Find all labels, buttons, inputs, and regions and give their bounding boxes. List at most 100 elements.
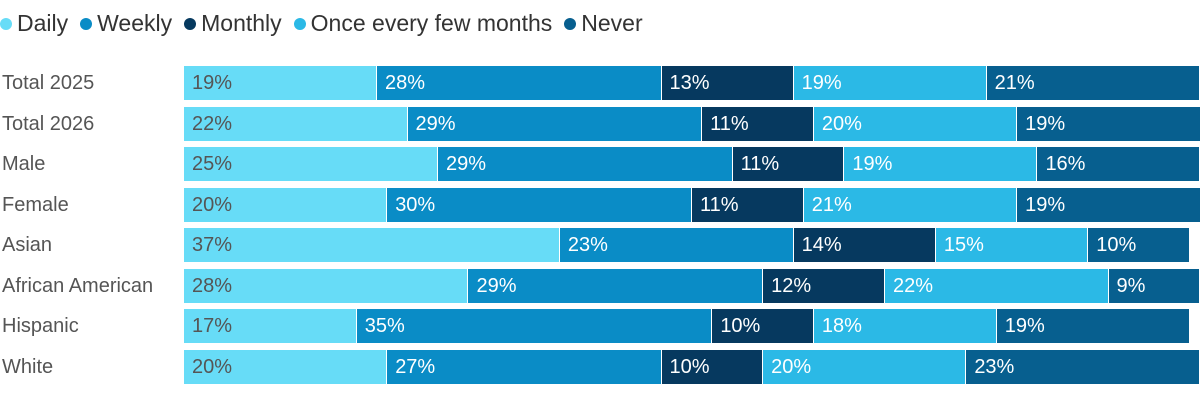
bar-segment-never: 23% (966, 350, 1200, 384)
data-label: 20% (192, 356, 233, 378)
bar-segment-daily: 22% (184, 107, 408, 141)
legend-label: Never (581, 10, 643, 36)
data-label: 22% (893, 275, 934, 297)
bar-segment-monthly: 13% (661, 66, 794, 100)
data-label: 29% (446, 153, 487, 175)
legend-swatch-icon (564, 17, 577, 30)
bar-segment-never: 21% (986, 66, 1200, 100)
bar-segment-weekly: 27% (387, 350, 662, 384)
data-label: 12% (771, 275, 812, 297)
data-label: 23% (974, 356, 1015, 378)
data-label: 23% (567, 234, 608, 256)
category-label: Female (2, 194, 69, 216)
bar-segment-weekly: 30% (387, 188, 692, 222)
legend-item-never: Never (564, 10, 643, 37)
bar-segment-never: 10% (1088, 228, 1190, 262)
data-label: 19% (1025, 194, 1066, 216)
data-label: 10% (1096, 234, 1137, 256)
bar-row-total-2026: 22% 29% 11% 20% 19% (184, 107, 1200, 141)
legend-label: Daily (17, 10, 69, 36)
data-label: 20% (192, 194, 233, 216)
bar-segment-never: 9% (1108, 269, 1200, 303)
data-label: 10% (720, 315, 761, 337)
bar-segment-daily: 19% (184, 66, 378, 100)
bar-segment-once-every-few-months: 19% (793, 66, 987, 100)
bar-segment-weekly: 28% (377, 66, 662, 100)
data-label: 19% (1004, 315, 1045, 337)
data-label: 28% (385, 72, 426, 94)
bar-row-female: 20% 30% 11% 21% 19% (184, 188, 1200, 222)
data-label: 10% (669, 356, 710, 378)
bar-segment-weekly: 29% (407, 107, 703, 141)
bar-segment-daily: 20% (184, 350, 388, 384)
data-label: 15% (943, 234, 984, 256)
data-label: 29% (476, 275, 517, 297)
data-label: 17% (192, 315, 233, 337)
data-label: 29% (415, 113, 456, 135)
legend-label: Weekly (97, 10, 173, 36)
data-label: 28% (192, 275, 233, 297)
data-label: 19% (801, 72, 842, 94)
bar-segment-once-every-few-months: 22% (885, 269, 1109, 303)
bar-segment-monthly: 10% (712, 309, 814, 343)
bar-segment-never: 19% (996, 309, 1190, 343)
data-label: 14% (801, 234, 842, 256)
bar-segment-daily: 17% (184, 309, 357, 343)
data-label: 30% (395, 194, 436, 216)
legend-item-weekly: Weekly (80, 10, 172, 37)
legend-item-daily: Daily (0, 10, 68, 37)
bar-segment-monthly: 14% (793, 228, 936, 262)
legend-swatch-icon (293, 17, 306, 30)
legend-swatch-icon (80, 17, 93, 30)
bar-segment-never: 16% (1037, 147, 1200, 181)
category-label: African American (2, 275, 154, 297)
bar-row-african-american: 28% 29% 12% 22% 9% (184, 269, 1200, 303)
data-label: 35% (364, 315, 405, 337)
category-label: White (2, 356, 54, 378)
data-label: 19% (192, 72, 233, 94)
bar-segment-weekly: 23% (559, 228, 794, 262)
category-label: Male (2, 153, 46, 175)
data-label: 21% (811, 194, 852, 216)
data-label: 11% (740, 153, 780, 175)
bar-segment-once-every-few-months: 20% (813, 107, 1018, 141)
bar-segment-once-every-few-months: 18% (813, 309, 997, 343)
bar-row-hispanic: 17% 35% 10% 18% 19% (184, 309, 1200, 343)
legend-label: Monthly (201, 10, 282, 36)
bar-segment-monthly: 12% (763, 269, 886, 303)
data-label: 13% (669, 72, 710, 94)
bar-segment-never: 19% (1017, 107, 1200, 141)
bar-segment-weekly: 29% (468, 269, 764, 303)
data-label: 19% (1025, 113, 1066, 135)
data-label: 11% (700, 194, 739, 216)
category-label: Total 2025 (2, 72, 95, 94)
data-label: 22% (192, 113, 233, 135)
data-label: 27% (395, 356, 436, 378)
bar-row-asian: 37% 23% 14% 15% 10% (184, 228, 1200, 262)
data-label: 25% (192, 153, 233, 175)
bar-segment-monthly: 11% (692, 188, 804, 222)
bar-row-male: 25% 29% 11% 19% 16% (184, 147, 1200, 181)
bar-segment-once-every-few-months: 15% (935, 228, 1089, 262)
bar-row-white: 20% 27% 10% 20% 23% (184, 350, 1200, 384)
bar-segment-monthly: 11% (702, 107, 814, 141)
legend-item-once-every-few-months: Once every few months (293, 10, 553, 37)
bar-segment-once-every-few-months: 21% (803, 188, 1018, 222)
bar-segment-once-every-few-months: 19% (844, 147, 1038, 181)
category-label: Asian (2, 234, 53, 256)
data-label: 16% (1045, 153, 1086, 175)
category-label: Hispanic (2, 315, 79, 337)
bar-segment-daily: 28% (184, 269, 469, 303)
legend: Daily Weekly Monthly Once every few months N… (0, 10, 655, 37)
bar-segment-never: 19% (1017, 188, 1200, 222)
data-label: 9% (1116, 275, 1146, 297)
legend-label: Once every few months (310, 10, 553, 36)
bar-segment-monthly: 11% (732, 147, 845, 181)
bar-segment-once-every-few-months: 20% (763, 350, 967, 384)
bar-segment-daily: 20% (184, 188, 388, 222)
bar-segment-monthly: 10% (661, 350, 764, 384)
data-label: 21% (994, 72, 1035, 94)
bar-segment-daily: 25% (184, 147, 438, 181)
legend-swatch-icon (0, 17, 12, 30)
